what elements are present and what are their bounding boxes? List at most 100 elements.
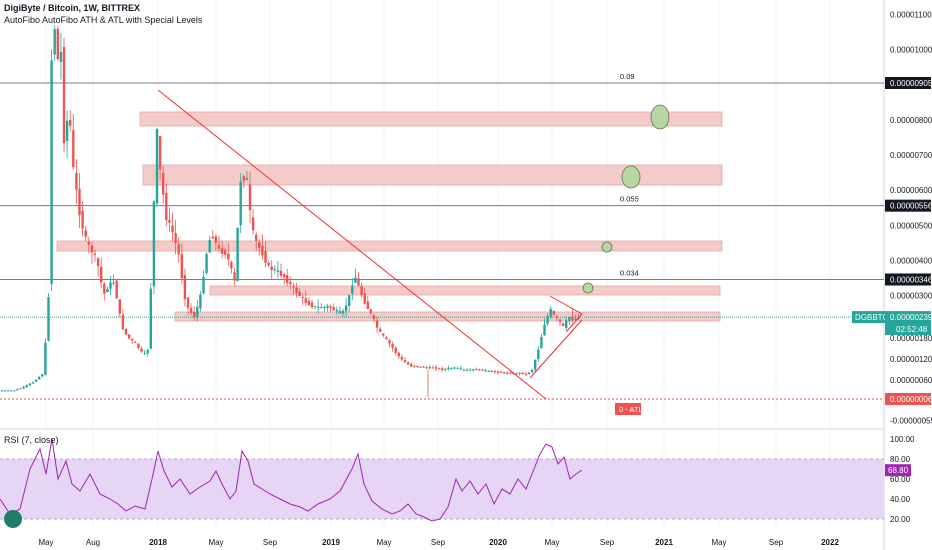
candle-body [276,270,280,272]
candle-body [183,275,187,300]
candle-body [152,201,156,287]
candle-body [248,184,252,211]
candle-body [512,373,515,375]
candle-body [286,275,289,284]
candle-body [379,328,382,332]
candle-body [478,369,481,371]
candle-body [134,341,137,344]
fib-level-label: 0.034 [620,268,639,277]
candle-body [155,129,159,204]
candle-body [348,295,351,306]
candle-body [518,372,521,374]
candle-body [465,369,469,371]
candle-body [406,362,410,365]
candle-body [447,367,450,370]
candle-body [251,217,255,231]
candle-body [96,258,100,267]
resistance-zone [174,311,721,322]
candle-body [484,370,487,372]
x-tick-label: 2019 [322,538,340,547]
candle-body [335,309,338,312]
y-tick-label: 0.00000120 [890,355,932,364]
candle-body [524,373,528,375]
candle-body [456,367,459,369]
tradingview-logo-icon[interactable] [4,510,22,528]
candle-body [239,181,242,226]
candle-body [109,282,112,289]
y-tick-label: 0.00001100 [890,10,932,19]
y-tick-label: 0.00000346 [890,275,932,284]
candle-body [450,367,453,369]
candle-body [289,281,292,285]
candle-body [171,225,174,233]
candle-body [298,291,301,296]
y-tick-label: 0.00000300 [890,292,932,301]
candle-body [168,220,171,223]
candle-body [127,334,131,339]
atl-badge: 0 - ATL [619,405,643,414]
candle-body [149,288,152,349]
candle-body [304,298,307,303]
candle-body [121,314,125,330]
candle-body [261,245,264,256]
candle-body [205,253,208,273]
candle-body [509,372,512,374]
candle-body [189,308,193,313]
candle-body [472,369,475,371]
candle-body [199,294,202,309]
resistance-zone [56,240,723,252]
candle-body [357,278,360,286]
candle-body [81,210,84,229]
candle-body [561,323,565,326]
candle-body [565,320,568,329]
symbol-tag-bg [852,311,885,324]
candle-body [310,302,314,308]
candle-body [416,365,419,367]
rsi-band [0,459,884,519]
target-circle [601,241,613,253]
candle-body [87,241,90,245]
rsi-label: RSI (7, close) [4,435,59,445]
candle-body [475,369,478,371]
candle-body [174,232,177,244]
candle-body [574,319,577,321]
candle-body [93,253,97,256]
candle-body [62,46,66,144]
candle-body [34,379,38,382]
candle-body [444,368,447,370]
candle-body [506,372,509,374]
candle-body [245,178,249,180]
candle-body [115,280,118,299]
candle-body [19,388,22,390]
candle-body [90,245,94,253]
rsi-tick-label: 60.00 [890,475,911,484]
y-tick-label: 0.00000600 [890,186,932,195]
x-tick-label: 2022 [821,538,839,547]
candle-body [224,249,227,255]
candle-body [490,370,493,372]
uptrend-line [529,319,583,379]
candle-body [419,366,422,368]
candle-body [546,316,549,324]
rsi-tick-label: 40.00 [890,495,911,504]
candle-body [571,316,574,321]
candle-body [279,270,283,276]
atl-price-tag: 0.00000006 [890,395,932,404]
candle-body [208,240,211,253]
candle-body [521,372,524,374]
candle-body [44,342,47,375]
y-tick-label: 0.00000700 [890,151,932,160]
candle-body [292,286,295,288]
candle-body [273,269,276,271]
indicator-label: AutoFibo AutoFibo ATH & ATL with Special… [4,15,203,25]
candle-body [193,312,196,318]
candle-body [534,360,537,370]
y-tick-label: 0.00000400 [890,257,932,266]
candle-body [413,365,416,367]
candle-body [227,253,230,260]
x-tick-label: May [208,538,223,547]
resistance-zone [139,111,723,127]
candle-body [258,242,261,248]
candle-body [31,382,35,384]
